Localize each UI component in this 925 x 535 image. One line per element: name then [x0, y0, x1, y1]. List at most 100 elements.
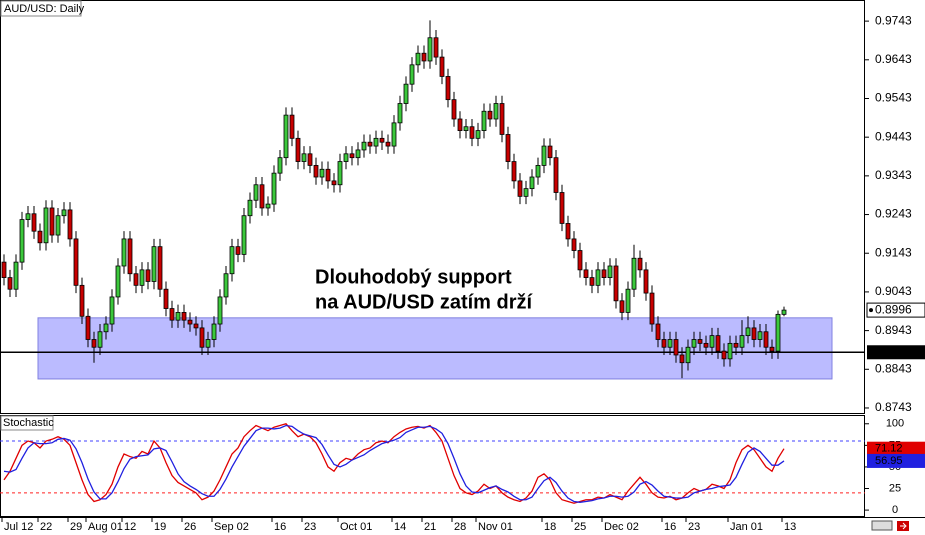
stochastic-line: [3, 424, 785, 503]
y-tick-label: 0.9043: [875, 284, 912, 298]
candle-body: [127, 238, 133, 275]
candle-body: [475, 130, 481, 139]
candle-body: [649, 292, 655, 325]
candle-body: [373, 137, 379, 147]
x-tick-label: 12: [124, 521, 136, 533]
value-tag-label: 71.12: [875, 443, 903, 455]
candle-body: [727, 342, 733, 360]
value-tag: [867, 441, 925, 456]
candle-body: [379, 137, 385, 143]
candle-body: [337, 161, 343, 186]
candle-body: [37, 230, 43, 244]
candle-body: [481, 110, 487, 131]
candle-body: [685, 346, 691, 364]
candle-body: [517, 180, 523, 197]
annotation: Dlouhodobý support: [315, 266, 512, 288]
candle-body: [541, 145, 547, 166]
candle-body: [577, 250, 583, 271]
candle-body: [325, 168, 331, 182]
candle-body: [85, 315, 91, 340]
candle-body: [751, 327, 757, 340]
candle-body: [487, 110, 493, 120]
candle-body: [709, 335, 715, 348]
candle-body: [79, 284, 85, 317]
candle-body: [559, 192, 565, 224]
candle-body: [157, 246, 163, 290]
candle-body: [433, 37, 439, 58]
y-tick-label: 0.9243: [875, 207, 912, 221]
candle-body: [637, 257, 643, 271]
candle-body: [721, 350, 727, 360]
main-panel-frame: [0, 0, 865, 414]
candle-body: [613, 265, 619, 302]
y-tick-label: 100: [886, 418, 904, 430]
candle-body: [13, 261, 19, 290]
candle-body: [391, 122, 397, 147]
candle-body: [247, 199, 253, 217]
candle-body: [235, 246, 241, 255]
candle-body: [451, 99, 457, 120]
candle-body: [31, 213, 37, 232]
candle-body: [733, 342, 739, 348]
candle-body: [361, 141, 367, 151]
candle-body: [565, 223, 571, 240]
candle-body: [139, 269, 145, 286]
candle-body: [745, 327, 751, 337]
x-tick-label: Jul 12: [4, 521, 33, 533]
x-tick-label: 16: [274, 521, 286, 533]
candle-body: [151, 246, 157, 282]
candle-body: [499, 103, 505, 135]
candle-body: [7, 277, 13, 290]
x-tick-label: Nov 01: [478, 521, 513, 533]
candle-body: [715, 335, 721, 352]
candle-body: [271, 172, 277, 205]
candle-body: [229, 246, 235, 275]
candle-body: [349, 153, 355, 159]
candle-body: [295, 137, 301, 162]
x-tick-label: 23: [688, 521, 700, 533]
candle-body: [133, 273, 139, 286]
x-tick-label: 18: [544, 521, 556, 533]
candle-body: [505, 134, 511, 162]
candle-body: [691, 339, 697, 348]
candle-body: [223, 273, 229, 298]
candle-body: [469, 126, 475, 139]
candle-layer: [1, 20, 787, 379]
candle-body: [409, 64, 415, 85]
candle-body: [529, 176, 535, 190]
candle-body: [181, 312, 187, 321]
candle-body: [403, 83, 409, 104]
candle-body: [547, 145, 553, 159]
candle-body: [625, 288, 631, 313]
scroll-button[interactable]: [871, 520, 893, 531]
x-tick-label: Aug 01: [88, 521, 123, 533]
candle-body: [49, 207, 55, 236]
candle-body: [535, 165, 541, 178]
x-tick-label: 16: [664, 521, 676, 533]
y-tick-label: 0.9743: [875, 13, 912, 27]
candle-body: [367, 141, 373, 147]
candle-body: [421, 52, 427, 62]
support-zone: [37, 317, 833, 380]
candle-body: [307, 153, 313, 166]
value-tag: [867, 453, 925, 468]
candle-body: [655, 323, 661, 340]
x-tick-label: Sep 02: [214, 521, 249, 533]
candle-body: [769, 346, 775, 352]
candle-body: [601, 269, 607, 279]
candle-body: [643, 269, 649, 294]
candle-body: [103, 323, 109, 333]
x-tick-label: 14: [394, 521, 406, 533]
y-tick-label: 0.9343: [875, 168, 912, 182]
x-tick-label: 21: [424, 521, 436, 533]
y-tick-label: 0.9643: [875, 52, 912, 66]
x-tick-label: 28: [454, 521, 466, 533]
current-price-dot: [869, 308, 873, 313]
candle-body: [277, 157, 283, 174]
y-tick-label: 0.8843: [875, 361, 912, 375]
candle-body: [661, 339, 667, 348]
candle-body: [343, 153, 349, 162]
candle-body: [313, 165, 319, 178]
